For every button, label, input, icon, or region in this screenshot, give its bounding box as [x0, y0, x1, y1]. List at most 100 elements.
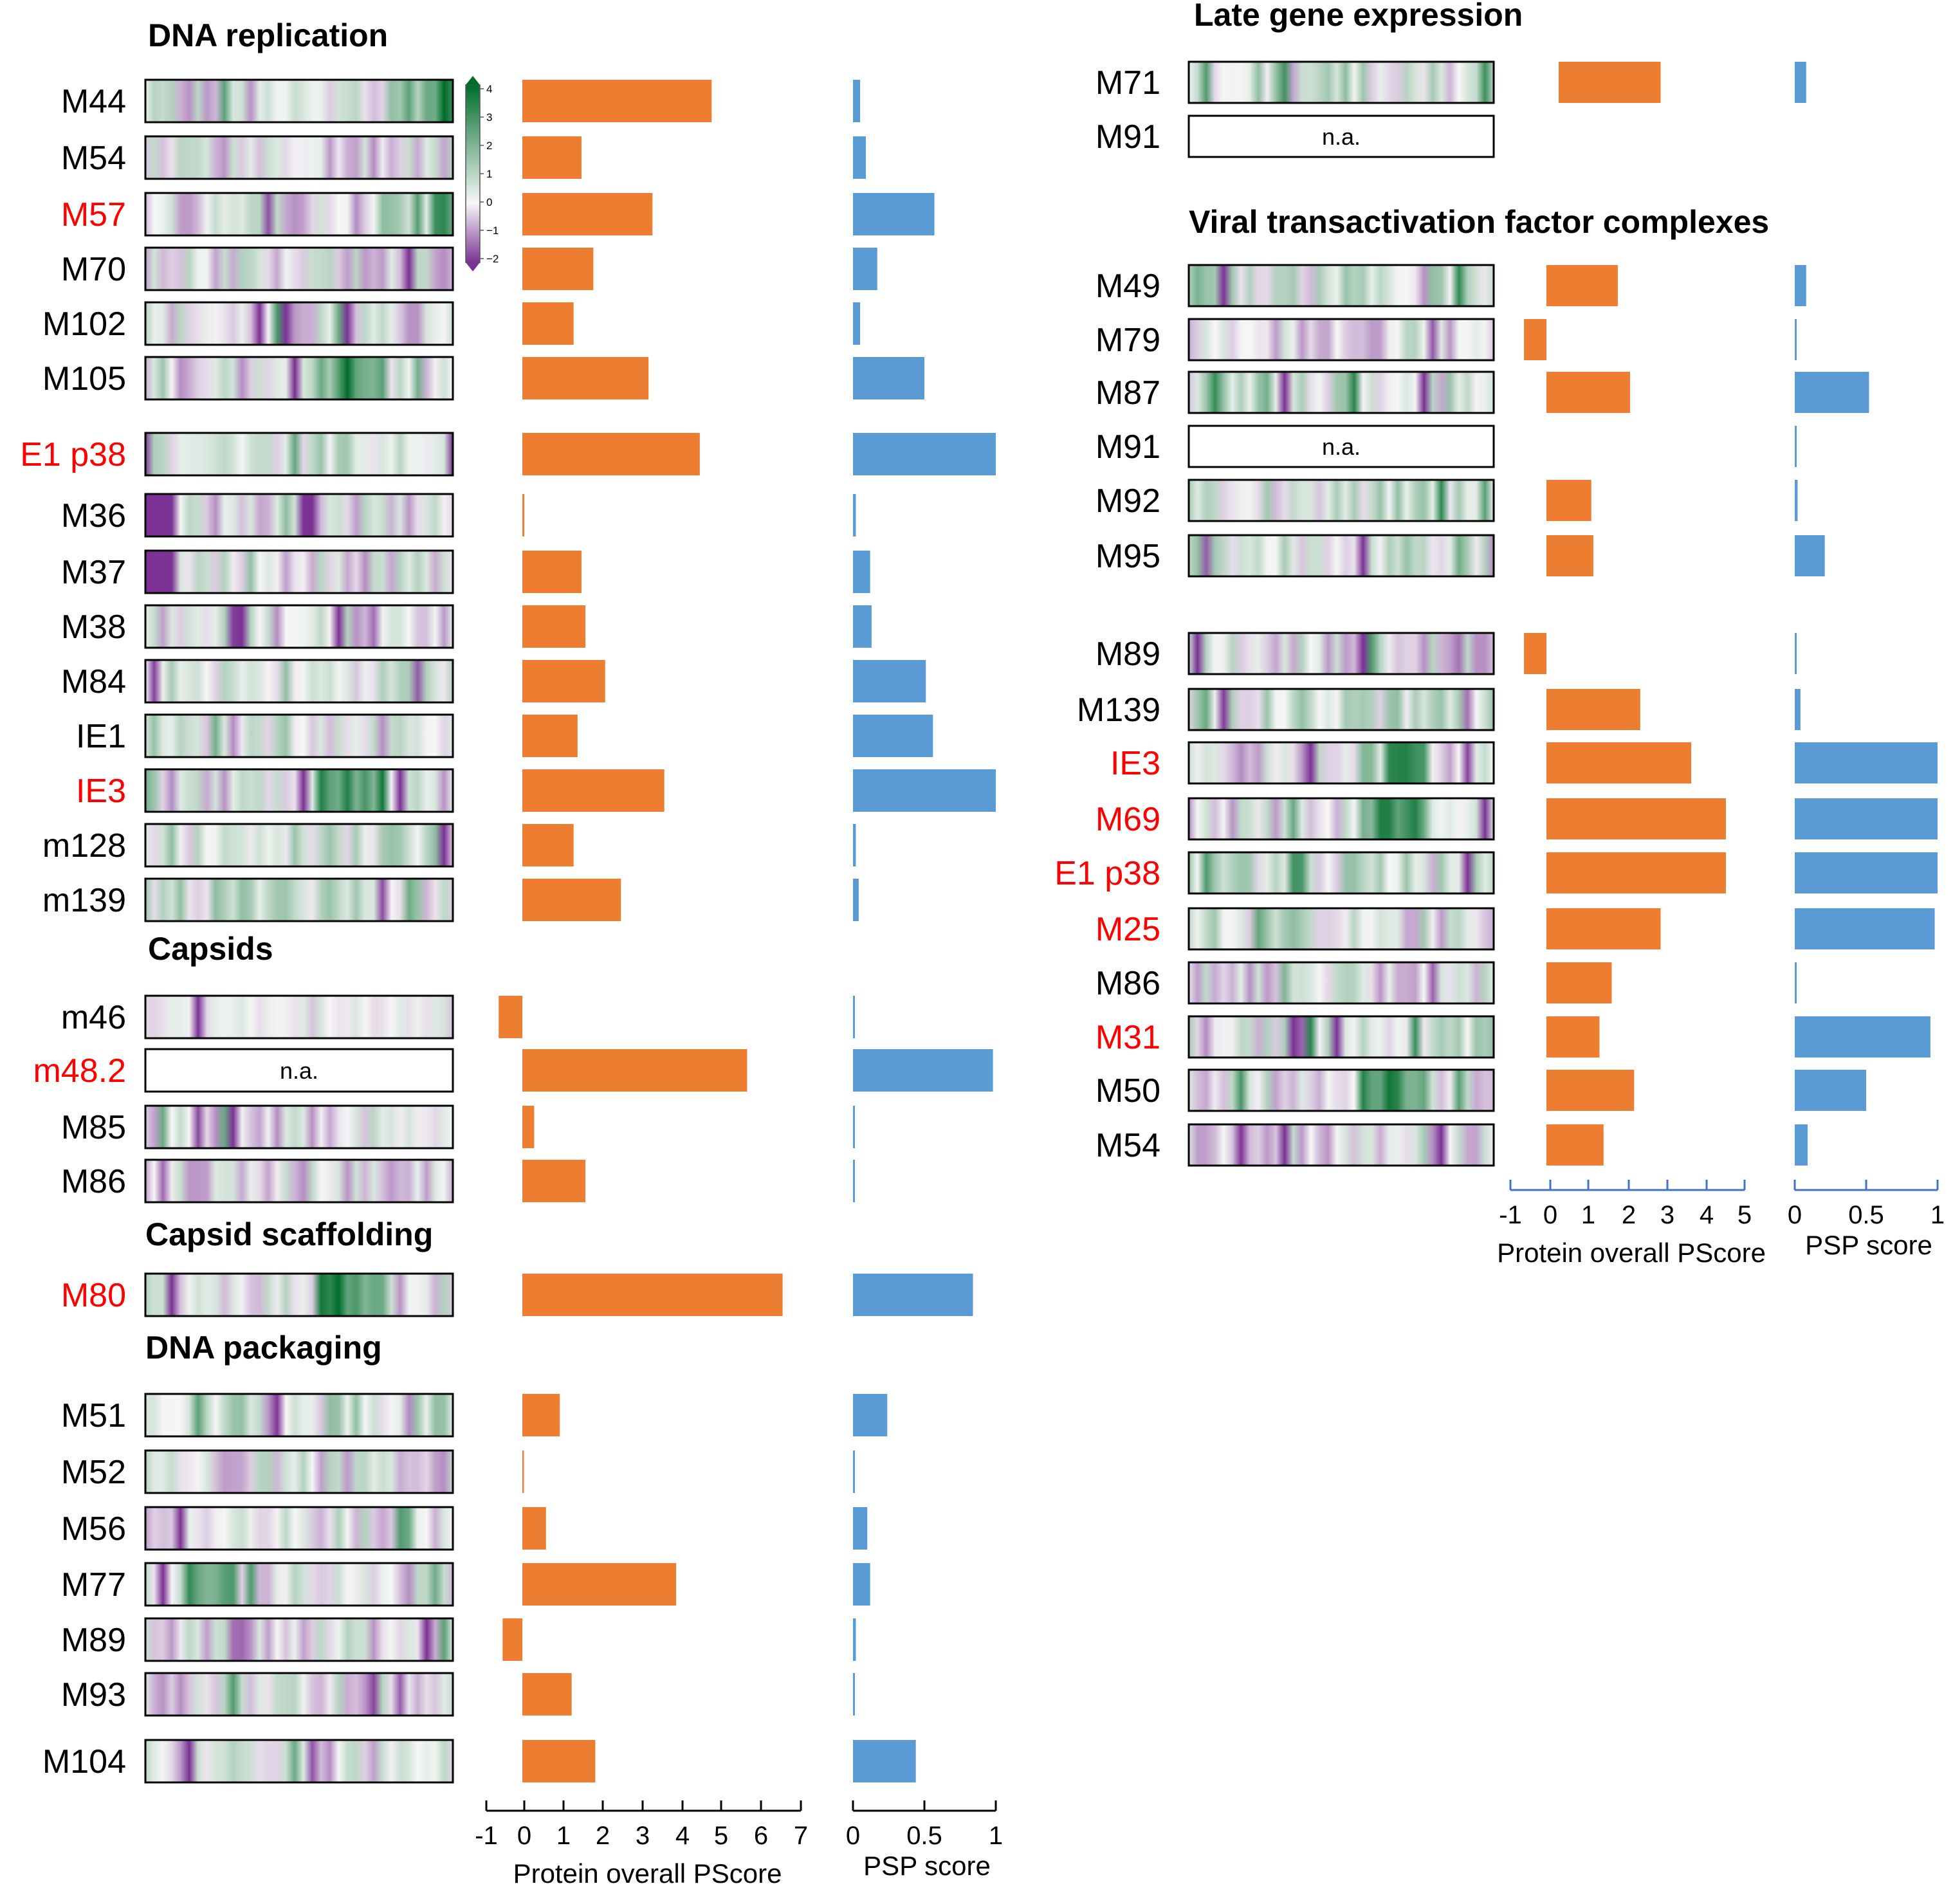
psp-tick: 1 — [989, 1822, 1003, 1850]
pscore-bar — [522, 1274, 783, 1316]
psp-bar — [1795, 962, 1797, 1003]
psp-tick: 1 — [1930, 1201, 1945, 1229]
pscore-bar — [522, 769, 665, 812]
colorbar-tick: 4 — [486, 83, 492, 95]
pscore-bar — [522, 1451, 524, 1493]
row-label: M37 — [61, 554, 126, 591]
pscore-bar — [522, 357, 649, 399]
row-label: M38 — [61, 609, 126, 646]
row-label: M93 — [61, 1676, 126, 1714]
heatmap-na — [1187, 425, 1495, 468]
row-label: M44 — [61, 83, 126, 120]
psp-bar — [853, 302, 861, 345]
heatmap-strip — [144, 604, 454, 649]
heatmap-strip — [144, 493, 454, 538]
pscore-bar — [1546, 1070, 1635, 1111]
na-label: n.a. — [1322, 124, 1361, 150]
row-label: M95 — [1096, 538, 1160, 575]
psp-bar — [1795, 535, 1825, 576]
group-title: Viral transactivation factor complexes — [1189, 204, 1769, 240]
row-label: E1 p38 — [1054, 855, 1160, 892]
pscore-tick: -1 — [475, 1822, 498, 1850]
pscore-bar — [522, 1673, 572, 1716]
colorbar-tick: −2 — [486, 253, 499, 265]
row-label: M87 — [1096, 374, 1160, 412]
pscore-bar — [522, 302, 574, 345]
pscore-tick: 2 — [1622, 1201, 1636, 1229]
psp-bar — [853, 193, 935, 235]
row-label: M57 — [61, 196, 126, 233]
psp-bar — [1795, 480, 1798, 521]
pscore-bar — [522, 1507, 546, 1550]
row-label: M71 — [1096, 64, 1160, 102]
psp-bar — [853, 1740, 916, 1782]
row-label: M85 — [61, 1109, 126, 1146]
pscore-bar — [1546, 265, 1618, 306]
row-label: M52 — [61, 1454, 126, 1491]
pscore-tick: 1 — [1581, 1201, 1595, 1229]
pscore-axis-label: Protein overall PScore — [513, 1858, 782, 1889]
heatmap-strip — [144, 713, 454, 758]
psp-tick: 0 — [1788, 1201, 1802, 1229]
heatmap-strip — [1187, 907, 1495, 951]
psp-bar — [853, 1451, 855, 1493]
pscore-tick: 4 — [675, 1822, 690, 1850]
psp-bar — [853, 1274, 973, 1316]
row-label: M49 — [1096, 268, 1160, 305]
row-label: M84 — [61, 663, 126, 700]
psp-bar — [853, 1394, 888, 1436]
pscore-tick: 3 — [636, 1822, 650, 1850]
row-label: M54 — [1096, 1127, 1160, 1164]
psp-bar — [853, 1563, 870, 1606]
psp-bar — [1795, 633, 1797, 674]
heatmap-strip — [1187, 479, 1495, 522]
colorbar-tick: 3 — [486, 111, 492, 124]
psp-bar — [1795, 798, 1938, 839]
heatmap-na — [144, 1048, 454, 1093]
heatmap-strip — [144, 877, 454, 922]
heatmap-na — [1187, 114, 1495, 158]
pscore-bar — [1546, 798, 1726, 839]
pscore-tick: 6 — [754, 1822, 768, 1850]
psp-bar — [1795, 689, 1801, 730]
heatmap-strip — [144, 192, 454, 237]
psp-bar — [853, 1507, 868, 1550]
heatmap-strip — [144, 1158, 454, 1204]
group-title: Late gene expression — [1194, 0, 1523, 33]
row-label: M89 — [1096, 636, 1160, 673]
psp-bar — [853, 879, 859, 921]
psp-bar — [1795, 62, 1806, 103]
psp-bar — [853, 1618, 856, 1661]
psp-bar — [1795, 908, 1935, 949]
colorbar-tick: 2 — [486, 140, 492, 152]
heatmap-strip — [144, 1617, 454, 1662]
pscore-bar — [522, 879, 621, 921]
pscore-bar — [1546, 372, 1630, 413]
pscore-bar — [522, 193, 653, 235]
heatmap-strip — [144, 135, 454, 180]
pscore-bar — [522, 715, 578, 757]
row-label: m128 — [42, 827, 126, 865]
heatmap-strip — [1187, 1123, 1495, 1167]
pscore-bar — [522, 80, 712, 122]
group-title: Capsids — [148, 931, 273, 967]
row-label: M86 — [1096, 965, 1160, 1002]
psp-bar — [853, 494, 856, 536]
heatmap-strip — [1187, 797, 1495, 841]
psp-bar — [1795, 1070, 1866, 1111]
heatmap-strip — [1187, 851, 1495, 895]
heatmap-strip — [1187, 741, 1495, 785]
heatmap-strip — [144, 301, 454, 346]
heatmap-strip — [144, 1672, 454, 1717]
pscore-bar — [1546, 1016, 1600, 1057]
psp-bar — [1795, 1016, 1930, 1057]
row-label: m46 — [61, 999, 126, 1036]
pscore-tick: 4 — [1700, 1201, 1714, 1229]
pscore-bar — [522, 248, 594, 290]
pscore-bar — [1546, 480, 1591, 521]
pscore-bar — [1524, 319, 1546, 360]
psp-bar — [1795, 1124, 1808, 1166]
row-label: M56 — [61, 1510, 126, 1548]
row-label: m139 — [42, 882, 126, 919]
row-label: IE3 — [76, 773, 126, 810]
